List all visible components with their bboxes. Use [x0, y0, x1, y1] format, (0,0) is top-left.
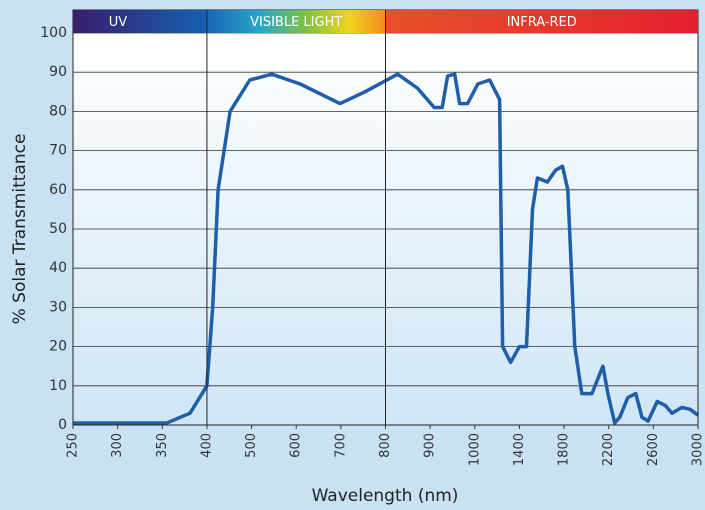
y-tick-label: 10 [49, 378, 67, 394]
x-tick-label: 250 [66, 433, 81, 458]
x-tick-label: 3000 [691, 433, 705, 466]
x-tick-label: 2600 [646, 433, 661, 466]
x-tick-label: 2200 [601, 433, 616, 466]
y-tick-label: 70 [49, 143, 67, 159]
x-tick-label: 1400 [512, 433, 527, 466]
region-label: UV [109, 15, 128, 30]
y-tick-label: 60 [49, 182, 67, 198]
x-tick-label: 350 [155, 433, 170, 458]
y-tick-label: 20 [49, 339, 67, 355]
y-tick-label: 50 [49, 221, 67, 237]
x-tick-label: 900 [423, 433, 438, 458]
y-tick-label: 30 [49, 299, 67, 315]
region-label: INFRA-RED [507, 15, 577, 30]
x-tick-label: 500 [244, 433, 259, 458]
y-tick-label: 80 [49, 103, 67, 119]
x-tick-label: 1800 [557, 433, 572, 466]
y-tick-label: 0 [58, 417, 67, 433]
y-axis-label: % Solar Transmittance [10, 134, 30, 325]
y-tick-label: 40 [49, 260, 67, 276]
y-tick-label: 100 [40, 25, 67, 41]
x-tick-label: 300 [110, 433, 125, 458]
region-band [385, 10, 698, 33]
region-band [73, 10, 207, 33]
y-tick-label: 90 [49, 64, 67, 80]
region-label: VISIBLE LIGHT [250, 15, 342, 30]
region-band [206, 10, 386, 33]
x-axis-label: Wavelength (nm) [312, 486, 459, 506]
x-tick-label: 1000 [467, 433, 482, 466]
x-tick-label: 400 [199, 433, 214, 458]
x-tick-label: 700 [333, 433, 348, 458]
data-line [73, 72, 700, 425]
x-tick-label: 800 [378, 433, 393, 458]
x-tick-label: 600 [289, 433, 304, 458]
